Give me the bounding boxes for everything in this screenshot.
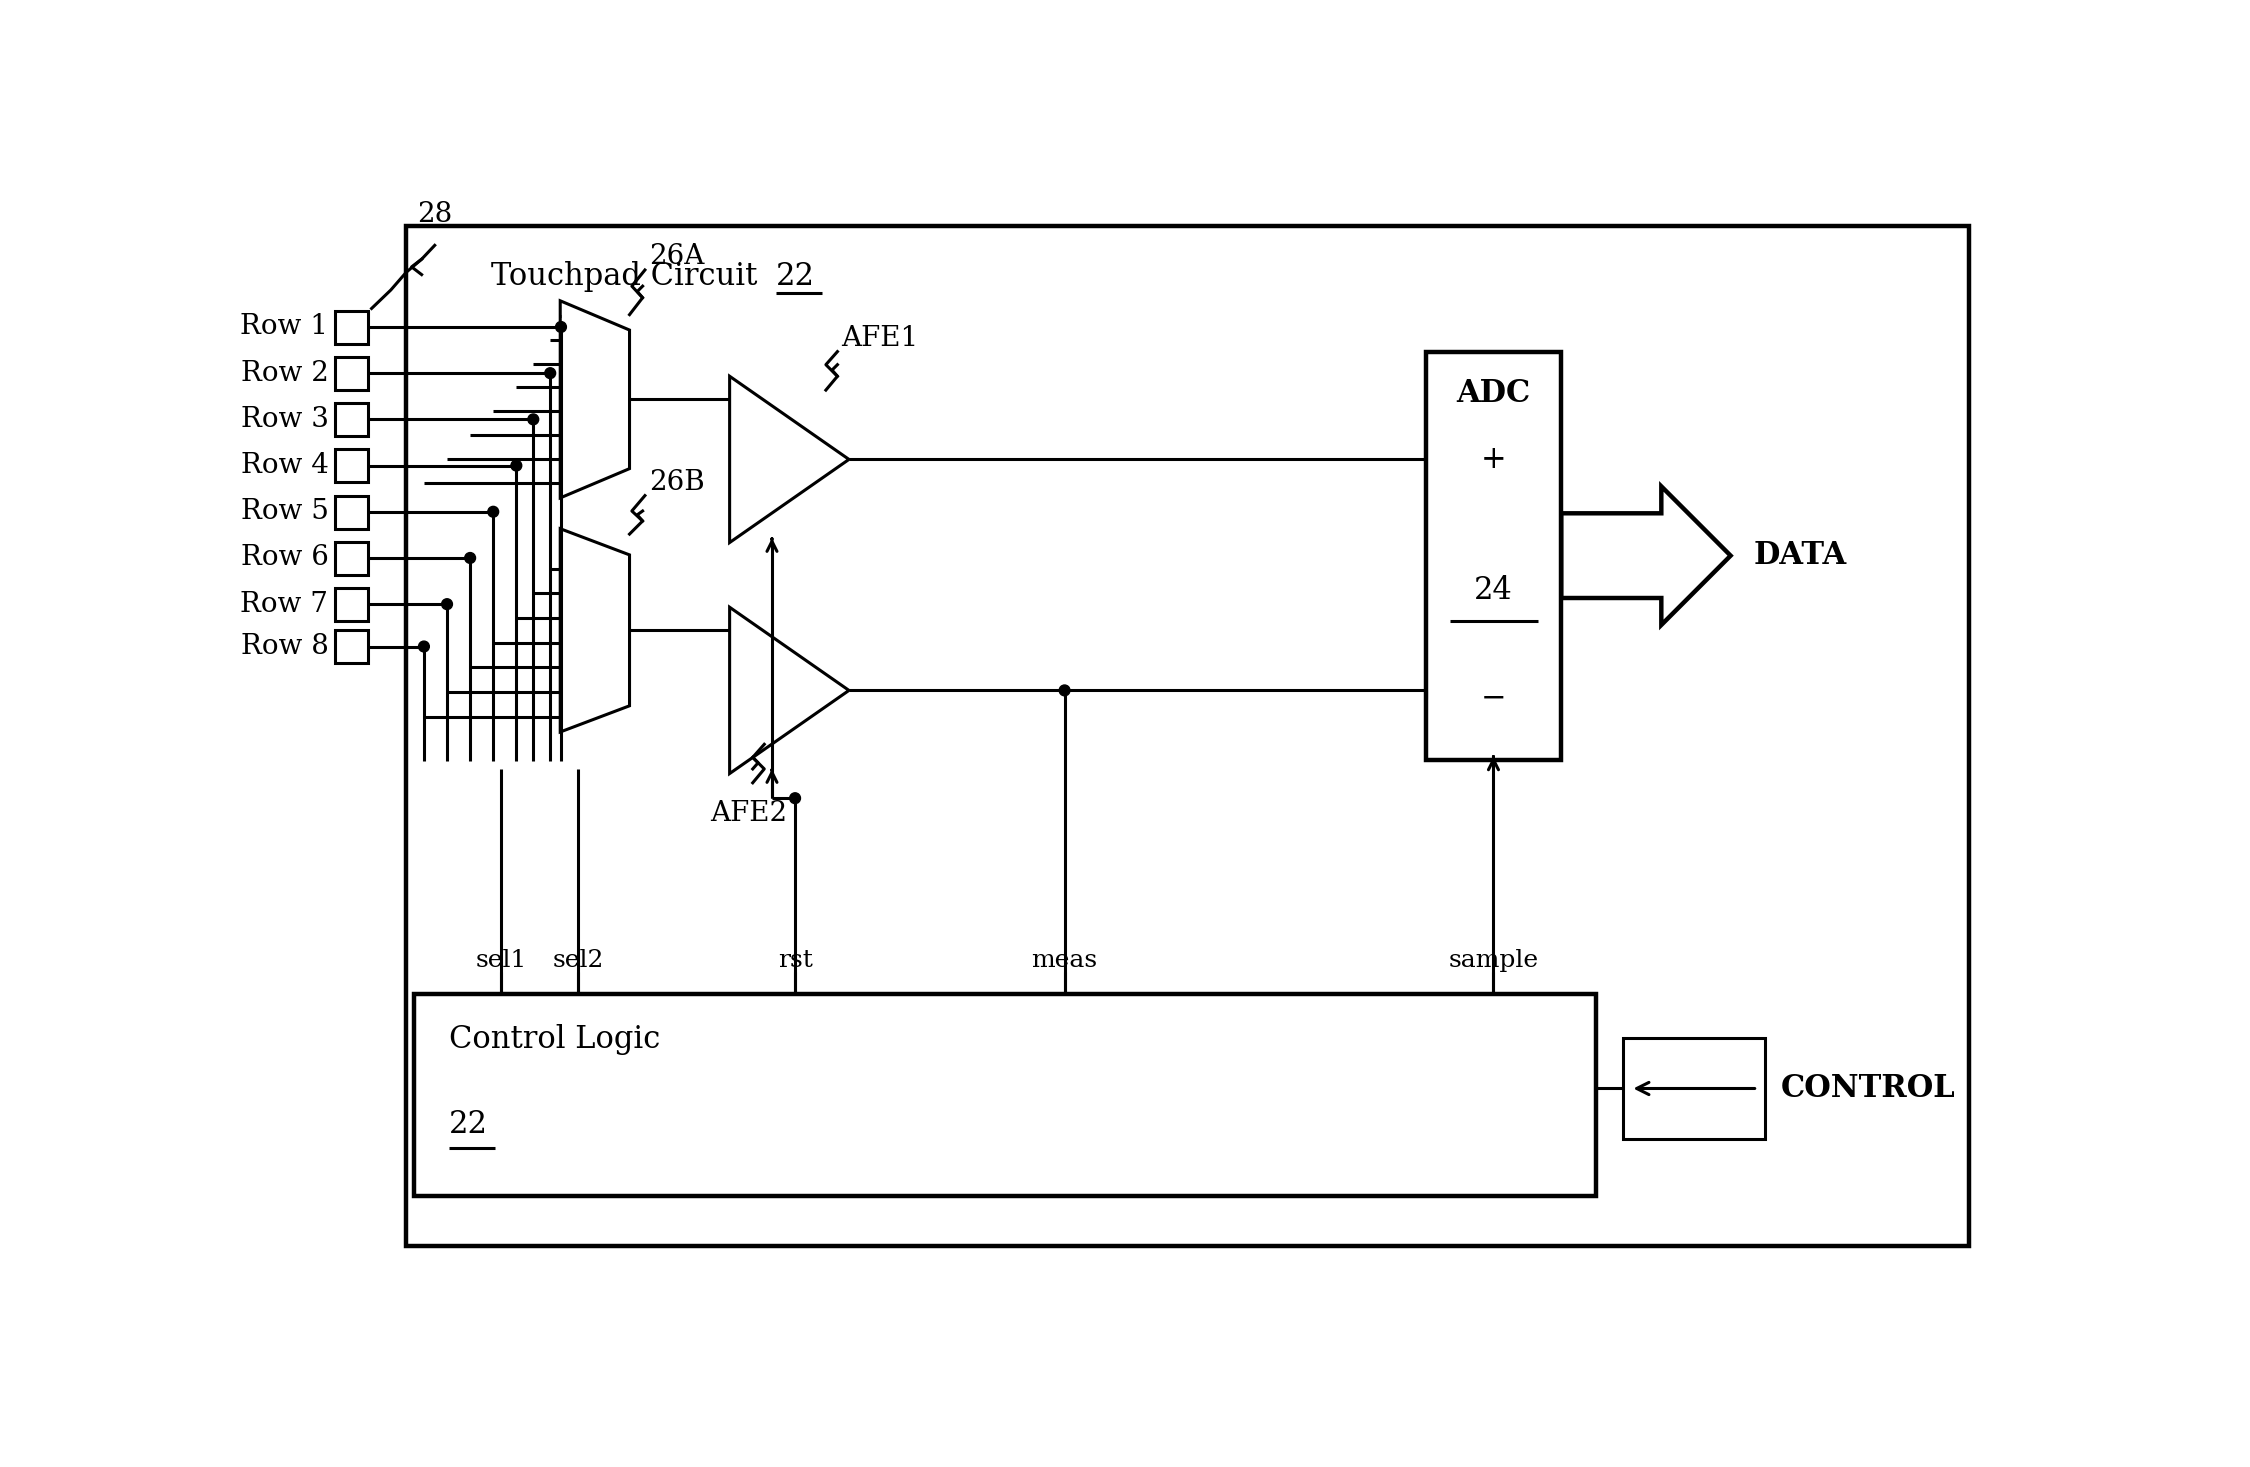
Text: meas: meas [1030, 949, 1098, 973]
Text: AFE1: AFE1 [842, 324, 918, 352]
Bar [335, 356, 367, 390]
Text: Row 6: Row 6 [241, 544, 328, 572]
Text: Touchpad Circuit: Touchpad Circuit [490, 261, 776, 292]
Circle shape [556, 321, 567, 333]
Circle shape [418, 641, 430, 651]
Text: AFE2: AFE2 [711, 800, 788, 827]
Bar [1622, 1039, 1766, 1138]
Bar [335, 449, 367, 483]
Bar [335, 588, 367, 621]
Bar [335, 541, 367, 575]
Circle shape [790, 792, 801, 804]
Text: Row 1: Row 1 [241, 314, 328, 340]
Text: Row 3: Row 3 [241, 406, 328, 433]
Text: 22: 22 [448, 1109, 488, 1140]
Text: DATA: DATA [1753, 540, 1847, 571]
Text: 22: 22 [776, 261, 814, 292]
Bar [335, 496, 367, 528]
Text: Row 4: Row 4 [241, 452, 328, 480]
Text: Row 8: Row 8 [241, 632, 328, 660]
Text: 26A: 26A [648, 244, 704, 270]
Circle shape [544, 368, 556, 378]
Text: +: + [1480, 445, 1505, 475]
Text: 28: 28 [416, 201, 452, 229]
Text: ADC: ADC [1456, 378, 1530, 409]
Bar [414, 993, 1595, 1196]
Circle shape [1060, 685, 1071, 695]
Text: CONTROL: CONTROL [1780, 1072, 1955, 1105]
Circle shape [488, 506, 500, 518]
Bar [335, 311, 367, 343]
Text: rst: rst [778, 949, 812, 973]
Bar [1426, 352, 1561, 760]
Text: Row 7: Row 7 [241, 591, 328, 618]
Text: 26B: 26B [648, 468, 704, 496]
Bar [335, 631, 367, 663]
Circle shape [511, 461, 522, 471]
Bar [335, 403, 367, 436]
Text: Row 2: Row 2 [241, 359, 328, 387]
Text: Row 5: Row 5 [241, 499, 328, 525]
Text: sel2: sel2 [551, 949, 603, 973]
Text: Control Logic: Control Logic [448, 1024, 659, 1055]
Circle shape [441, 599, 452, 610]
Text: −: − [1480, 682, 1505, 713]
Text: sel1: sel1 [475, 949, 526, 973]
Text: sample: sample [1449, 949, 1539, 973]
Circle shape [466, 553, 475, 563]
Text: 24: 24 [1474, 575, 1512, 606]
Circle shape [529, 414, 538, 425]
